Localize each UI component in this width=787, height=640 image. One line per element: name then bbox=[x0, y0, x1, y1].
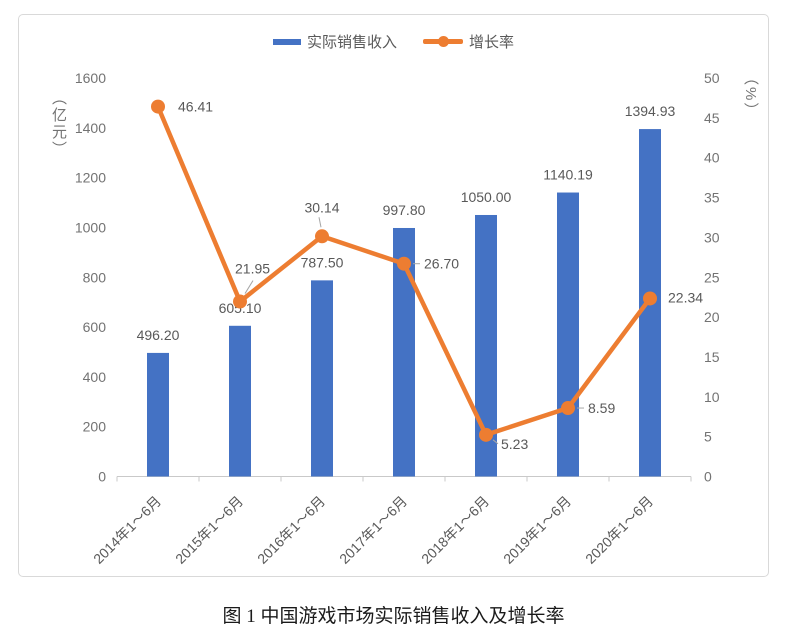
legend-item-revenue: 实际销售收入 bbox=[272, 31, 397, 52]
legend-item-growth: 增长率 bbox=[423, 31, 514, 52]
legend-growth-label: 增长率 bbox=[469, 34, 515, 51]
legend-line-swatch-icon bbox=[423, 36, 463, 47]
left-axis-title: （亿元） bbox=[50, 90, 67, 158]
right-axis-title: （%） bbox=[742, 70, 759, 120]
chart-frame: 实际销售收入 增长率 bbox=[18, 14, 769, 577]
figure-caption: 图 1 中国游戏市场实际销售收入及增长率 bbox=[222, 606, 565, 627]
legend-bar-swatch-icon bbox=[272, 38, 301, 45]
chart-legend: 实际销售收入 增长率 bbox=[19, 31, 768, 52]
legend-revenue-label: 实际销售收入 bbox=[306, 34, 397, 51]
legend-line-dot-icon bbox=[437, 36, 449, 47]
